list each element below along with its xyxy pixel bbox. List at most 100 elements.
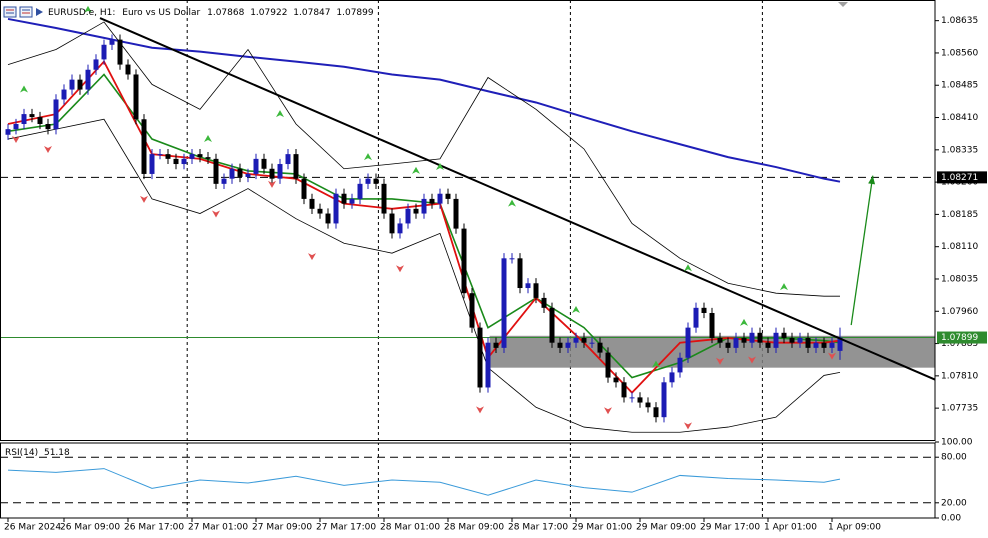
candle-body <box>613 377 619 383</box>
x-tick-label: 1 Apr 01:00 <box>764 523 817 533</box>
candle-body <box>349 198 355 204</box>
candle-body <box>717 337 723 343</box>
candle-body <box>197 154 203 158</box>
candle-body <box>629 397 635 399</box>
candle-body <box>485 342 491 388</box>
x-tick-label: 1 Apr 09:00 <box>828 523 881 533</box>
candle-body <box>93 59 99 70</box>
candle-body <box>701 307 707 313</box>
symbol-icons <box>3 6 43 18</box>
candle-body <box>645 402 651 408</box>
fractal-up <box>684 264 692 272</box>
candle-body <box>421 198 427 214</box>
chart-title: EURUSD.e, H1: Euro vs US Dollar 1.07868 … <box>48 8 374 18</box>
fractal-down <box>140 195 148 203</box>
candle-body <box>237 168 243 177</box>
last-price-box <box>937 331 987 344</box>
candle-body <box>373 178 379 184</box>
x-tick-label: 27 Mar 01:00 <box>188 523 248 533</box>
candle-body <box>213 158 219 184</box>
candle-body <box>725 342 731 348</box>
fractal-up <box>84 5 92 13</box>
last-price-label: 1.07899 <box>941 333 978 343</box>
resistance-label: 1.08271 <box>941 173 978 183</box>
x-tick-label: 26 Mar 2024 <box>4 523 61 533</box>
candle-body <box>525 283 531 289</box>
rsi-line <box>7 468 841 496</box>
candle-body <box>693 307 699 328</box>
y-tick-label: 1.07735 <box>941 404 978 414</box>
candle-body <box>477 327 483 388</box>
fractal-down <box>396 265 404 273</box>
candle-body <box>5 129 11 135</box>
candle-body <box>461 228 467 294</box>
candle-body <box>317 208 323 214</box>
candle-body <box>517 258 523 289</box>
fractal-down <box>716 357 724 365</box>
price-plot <box>0 0 935 440</box>
icon <box>3 6 17 18</box>
candle-body <box>85 69 91 90</box>
scroll-marker <box>838 2 848 7</box>
fractal-down <box>308 253 316 261</box>
x-tick-label: 26 Mar 17:00 <box>124 523 184 533</box>
candle-body <box>269 168 275 179</box>
y-tick-label: 1.08560 <box>941 48 978 58</box>
candle-body <box>797 337 803 343</box>
candle-body <box>397 223 403 234</box>
fractal-down <box>44 145 52 153</box>
candle-body <box>405 208 411 224</box>
rsi-tick-label: 80.00 <box>941 453 967 463</box>
resistance-label-box <box>937 171 987 184</box>
y-tick-label: 1.08635 <box>941 16 978 26</box>
candle-body <box>157 154 163 156</box>
y-tick-label: 1.08035 <box>941 274 978 284</box>
candle-body <box>813 342 819 348</box>
fractal-down <box>12 136 20 144</box>
candle-body <box>29 114 35 118</box>
candle-body <box>189 154 195 159</box>
x-tick-label: 26 Mar 09:00 <box>60 523 120 533</box>
candle-body <box>333 193 339 224</box>
candle-body <box>661 382 667 418</box>
candle-body <box>309 198 315 209</box>
candle-body <box>589 342 595 344</box>
candle-body <box>757 332 763 343</box>
candle-body <box>325 213 331 224</box>
candle-body <box>773 332 779 348</box>
candle-body <box>541 297 547 308</box>
fractal-up <box>652 360 660 368</box>
candle-body <box>165 154 171 159</box>
rsi-plot <box>0 443 935 518</box>
candle-body <box>621 382 627 398</box>
ohlc-open: 1.07868 <box>207 8 244 18</box>
x-tick-label: 29 Mar 01:00 <box>572 523 632 533</box>
candle-body <box>637 397 643 403</box>
candle-body <box>245 173 251 177</box>
candle-body <box>709 312 715 338</box>
candle-body <box>437 193 443 204</box>
fractal-up <box>436 163 444 171</box>
candle-body <box>789 337 795 343</box>
fractal-up <box>412 166 420 174</box>
symbol: EURUSD.e, H1: <box>48 8 115 18</box>
fractal-up <box>20 85 28 93</box>
candle-body <box>549 307 555 343</box>
candle-body <box>453 198 459 229</box>
candle-body <box>101 44 107 60</box>
rsi-title: RSI(14) 51.18 <box>5 448 70 458</box>
indicator-line <box>7 17 841 183</box>
candle-body <box>221 178 227 184</box>
x-tick-label: 27 Mar 17:00 <box>316 523 376 533</box>
axes: 100.00 80.00 20.00 0.00 1.08635 1.08560 1.0848… <box>4 16 987 533</box>
y-tick-label: 1.08185 <box>941 210 978 220</box>
candle-body <box>837 337 843 351</box>
candle-body <box>293 154 299 179</box>
candle-body <box>13 123 19 130</box>
ohlc-low: 1.07847 <box>293 8 330 18</box>
candle-body <box>389 213 395 234</box>
fractal-down <box>476 406 484 414</box>
candle-body <box>277 164 283 179</box>
candle-body <box>469 293 475 328</box>
